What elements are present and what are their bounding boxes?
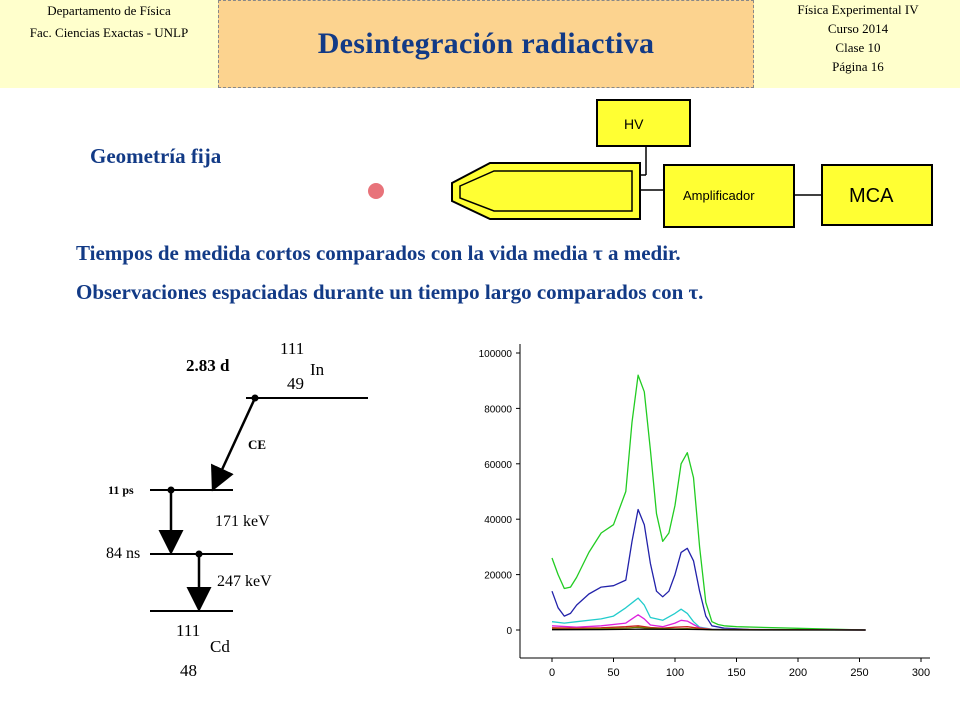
series-line-3	[551, 597, 866, 631]
text-line-2: Observaciones espaciadas durante un tiem…	[76, 280, 704, 304]
series-line-2	[551, 508, 866, 631]
x-tick-label: 150	[727, 667, 745, 679]
y-tick-label: 100000	[479, 349, 513, 360]
y-tick-label: 40000	[484, 515, 512, 526]
page-title: Desintegración radiactiva	[317, 27, 655, 60]
department-label: Departamento de Física	[47, 3, 171, 18]
course-name: Física Experimental IV	[797, 2, 919, 17]
x-tick-label: 100	[666, 667, 684, 679]
course-year: Curso 2014	[827, 21, 889, 36]
x-tick-label: 300	[912, 667, 930, 679]
page-number: Página 16	[832, 59, 884, 74]
series-line-1	[551, 374, 866, 631]
faculty-label: Fac. Ciencias Exactas - UNLP	[29, 25, 189, 40]
text-line-1: Tiempos de medida cortos comparados con …	[76, 241, 681, 265]
class-number: Clase 10	[835, 40, 881, 55]
series-line-7	[551, 628, 866, 631]
subtitle: Geometría fija	[90, 144, 222, 168]
chart-series	[551, 374, 866, 631]
x-tick-label: 250	[850, 667, 868, 679]
y-tick-label: 80000	[484, 404, 512, 415]
y-tick-label: 20000	[484, 571, 512, 582]
header-left: Departamento de Física Fac. Ciencias Exa…	[0, 0, 218, 44]
x-tick-label: 200	[789, 667, 807, 679]
y-tick-label: 60000	[484, 460, 512, 471]
x-tick-label: 50	[607, 667, 619, 679]
header-right: Física Experimental IV Curso 2014 Clase …	[756, 0, 960, 76]
chart-axes: 0 20000 40000 60000 80000 100000 0 50 100 150 200 2…	[479, 344, 930, 679]
series-line-4	[551, 614, 866, 631]
x-tick-label: 0	[549, 667, 555, 679]
title-box: Desintegración radiactiva	[218, 0, 754, 88]
y-tick-label: 0	[506, 626, 512, 637]
